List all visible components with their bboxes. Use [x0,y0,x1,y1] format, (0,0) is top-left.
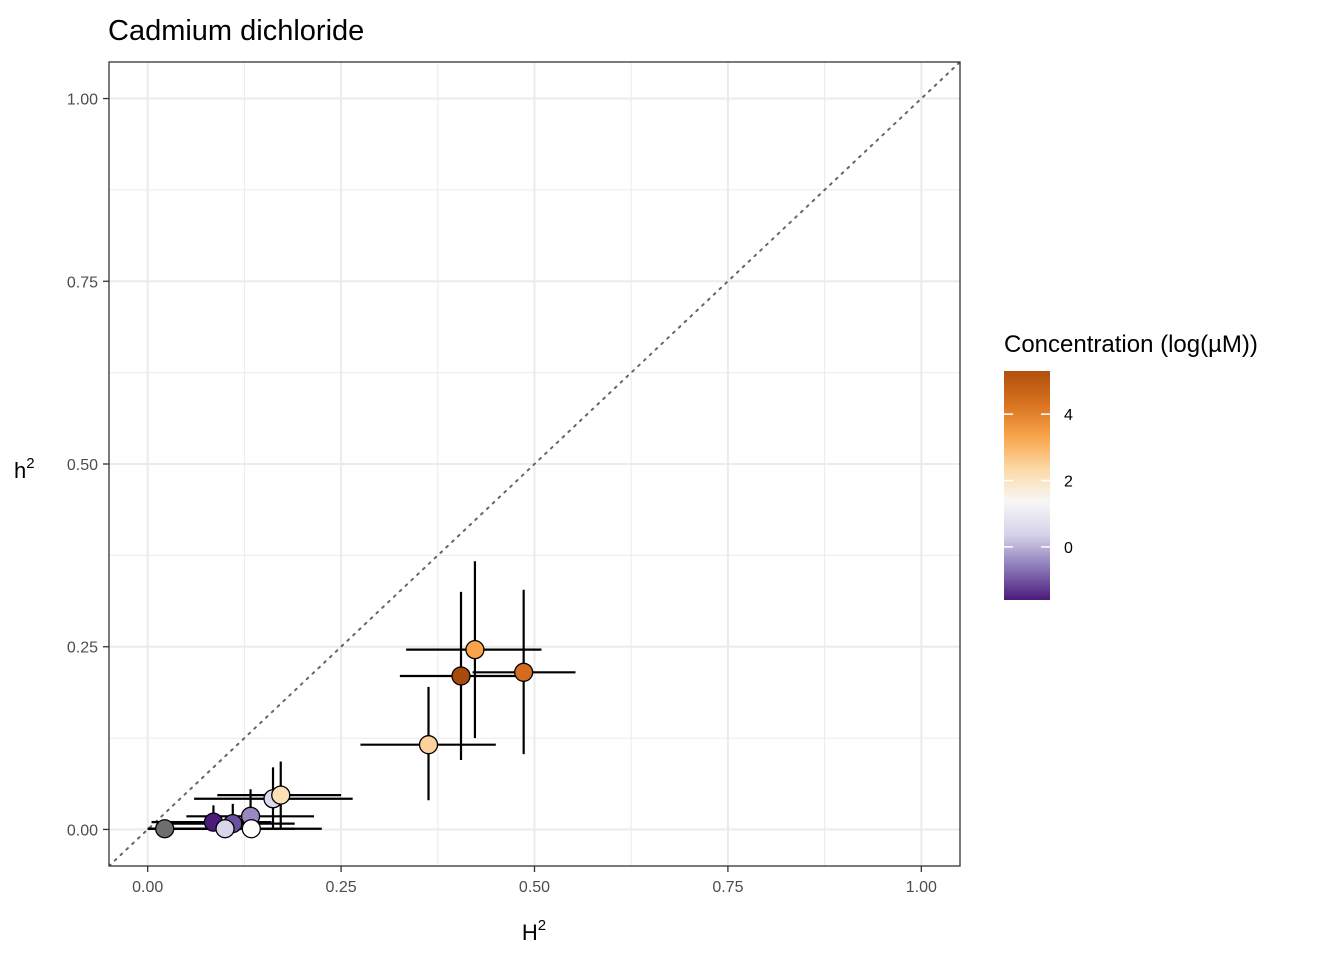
x-tick-label: 0.50 [519,879,550,896]
x-tick-label: 1.00 [906,879,937,896]
legend-tick-label: 0 [1064,540,1073,557]
x-tick-label: 0.75 [712,879,743,896]
y-axis-ticks: 0.00 0.25 0.50 0.75 1.00 [67,92,109,839]
legend-colorbar [1004,371,1050,600]
data-point [418,735,439,755]
legend: Concentration (log(µM)) 0 2 4 [1004,331,1258,600]
x-axis-ticks: 0.00 0.25 0.50 0.75 1.00 [132,866,937,896]
reference-line-layer [109,62,960,866]
y-tick-label: 0.00 [67,822,98,839]
legend-title: Concentration (log(µM)) [1004,331,1258,358]
chart-title: Cadmium dichloride [108,15,364,47]
y-axis-title-superscript: 2 [26,455,34,472]
data-point [241,819,261,839]
data-points [155,640,534,839]
y-tick-label: 0.50 [67,457,98,474]
y-tick-label: 0.25 [67,640,98,657]
data-point [451,666,471,686]
y-axis-title: h2 [14,455,35,483]
x-axis-title-superscript: 2 [538,917,546,934]
data-point [514,662,534,682]
y-axis-title-main: h [14,458,26,483]
data-point [271,785,291,805]
x-axis-title: H2 [522,917,546,945]
y-tick-label: 0.75 [67,274,98,291]
data-point [215,819,235,839]
identity-reference-line [109,62,960,866]
legend-ticks: 0 2 4 [1004,407,1073,557]
y-tick-label: 1.00 [67,92,98,109]
legend-tick-label: 2 [1064,474,1073,491]
x-axis-title-main: H [522,920,538,945]
data-point [155,819,175,839]
x-tick-label: 0.00 [132,879,163,896]
legend-tick-label: 4 [1064,407,1073,424]
data-point [465,640,485,660]
x-tick-label: 0.25 [326,879,357,896]
